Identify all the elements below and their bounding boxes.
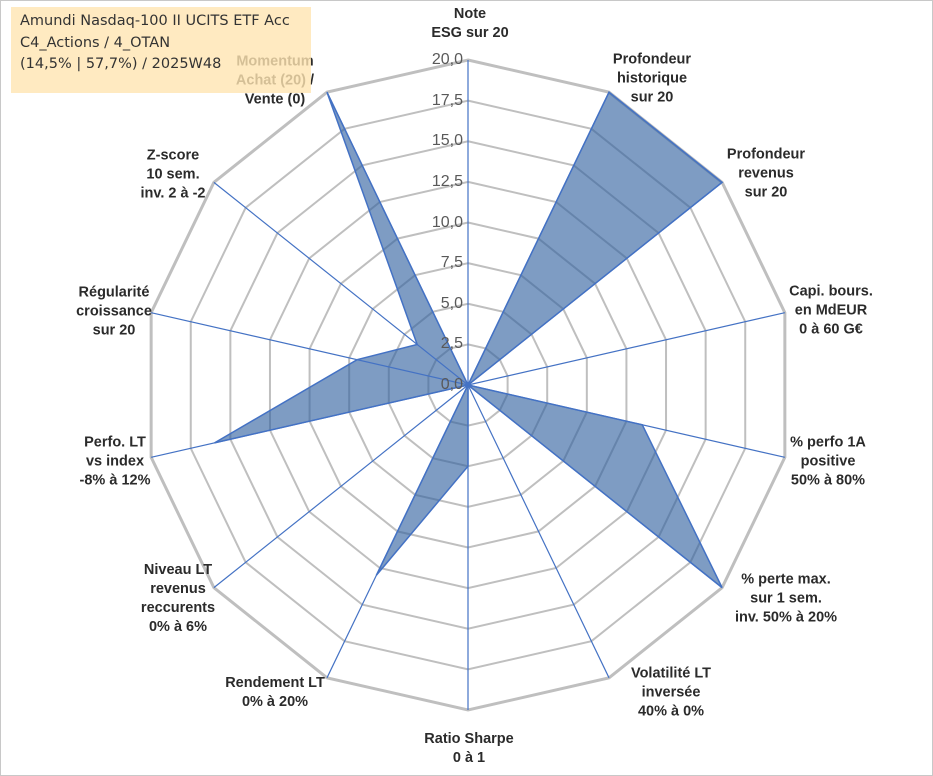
chart-title-line-3: (14,5% | 57,7%) / 2025W48 xyxy=(20,56,222,72)
axis-label: Régularité croissance sur 20 xyxy=(76,284,152,339)
tick-label: 12,5 xyxy=(431,172,463,190)
axis-spoke xyxy=(467,384,723,589)
axis-label: % perfo 1A positive 50% à 80% xyxy=(790,434,866,489)
axis-spoke xyxy=(467,181,723,386)
axis-spoke xyxy=(467,384,610,679)
axis-label: Rendement LT 0% à 20% xyxy=(225,675,325,710)
axis-spoke xyxy=(213,384,469,589)
axis-spoke xyxy=(467,312,785,386)
axis-spoke xyxy=(467,91,610,386)
tick-label: 2,5 xyxy=(440,335,463,353)
axis-label: Capi. bours. en MdEUR 0 à 60 G€ xyxy=(789,283,873,338)
axis-spoke xyxy=(151,312,469,386)
axis-label: Profondeur revenus sur 20 xyxy=(726,146,806,201)
axis-label: % perte max. sur 1 sem. inv. 50% à 20% xyxy=(734,571,838,626)
tick-label: 17,5 xyxy=(431,91,463,109)
chart-title-line-2: C4_Actions / 4_OTAN xyxy=(20,34,171,51)
axis-label: Z-score 10 sem. inv. 2 à -2 xyxy=(140,147,206,202)
axis-spoke xyxy=(151,384,469,458)
tick-label: 15,0 xyxy=(431,132,463,150)
axis-label: Volatilité LT inversée 40% à 0% xyxy=(630,665,712,720)
chart-title-line-1: Amundi Nasdaq-100 II UCITS ETF Acc xyxy=(20,13,290,29)
tick-label: 7,5 xyxy=(440,254,463,272)
axis-label: Profondeur historique sur 20 xyxy=(612,51,692,106)
chart-title-box: Amundi Nasdaq-100 II UCITS ETF Acc C4_Ac… xyxy=(11,7,311,93)
axis-label: Perfo. LT vs index -8% à 12% xyxy=(79,434,151,489)
tick-label: 20,0 xyxy=(431,51,463,68)
axis-label: Note ESG sur 20 xyxy=(431,6,509,41)
axis-spoke xyxy=(326,91,469,386)
axis-spoke xyxy=(213,181,469,386)
axis-label: Ratio Sharpe 0 à 1 xyxy=(424,731,514,766)
axis-label: Niveau LT revenus reccurents 0% à 6% xyxy=(140,562,216,635)
tick-label: 10,0 xyxy=(431,213,463,231)
axis-spoke xyxy=(326,384,469,679)
tick-label: 0,0 xyxy=(440,376,463,393)
tick-label: 5,0 xyxy=(440,294,463,312)
axis-spoke xyxy=(467,384,785,458)
